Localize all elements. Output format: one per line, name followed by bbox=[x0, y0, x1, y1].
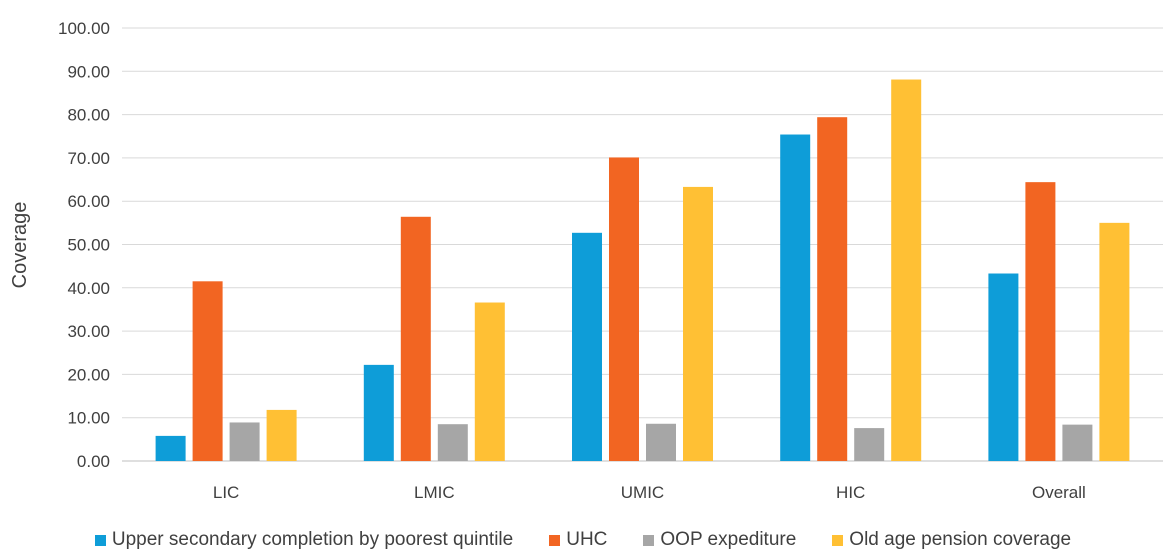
y-axis-ticks: 0.00 10.00 20.00 30.00 40.00 50.00 60.00 70.00 8… bbox=[58, 19, 110, 471]
x-tick-label: LIC bbox=[213, 483, 239, 502]
legend: Upper secondary completion by poorest qu… bbox=[0, 529, 1166, 551]
bar-overall-series-1 bbox=[1025, 182, 1056, 461]
y-tick-label: 100.00 bbox=[58, 19, 110, 38]
bar-overall-series-3 bbox=[1099, 222, 1130, 461]
x-tick-label: HIC bbox=[836, 483, 865, 502]
y-tick-label: 0.00 bbox=[77, 452, 110, 471]
legend-label: Upper secondary completion by poorest qu… bbox=[111, 529, 514, 550]
y-tick-label: 50.00 bbox=[67, 236, 110, 255]
y-tick-label: 20.00 bbox=[67, 365, 110, 384]
y-tick-label: 40.00 bbox=[67, 279, 110, 298]
legend-item: Upper secondary completion by poorest qu… bbox=[94, 529, 514, 551]
bar-umic-series-3 bbox=[683, 186, 713, 461]
legend-swatch bbox=[94, 534, 106, 546]
bar-lic-series-0 bbox=[155, 435, 186, 461]
x-axis-ticks: LIC LMIC UMIC HIC Overall bbox=[213, 483, 1086, 502]
legend-label: OOP expediture bbox=[660, 529, 797, 550]
bar-lic-series-1 bbox=[192, 281, 223, 461]
legend-item: UHC bbox=[549, 529, 607, 551]
bar-overall-series-0 bbox=[988, 273, 1019, 461]
x-tick-label: Overall bbox=[1032, 483, 1086, 502]
bars bbox=[155, 79, 1130, 462]
bar-hic-series-3 bbox=[891, 79, 922, 461]
y-tick-label: 70.00 bbox=[67, 149, 110, 168]
y-tick-label: 30.00 bbox=[67, 322, 110, 341]
bar-lic-series-3 bbox=[266, 409, 297, 461]
bar-hic-series-2 bbox=[854, 428, 885, 461]
bar-umic-series-2 bbox=[646, 423, 676, 461]
bar-umic-series-0 bbox=[572, 232, 602, 461]
legend-swatch bbox=[832, 534, 844, 546]
bar-hic-series-0 bbox=[780, 134, 811, 461]
x-tick-label: UMIC bbox=[621, 483, 664, 502]
y-tick-label: 60.00 bbox=[67, 192, 110, 211]
y-axis-label: Coverage bbox=[9, 202, 31, 289]
bar-lmic-series-3 bbox=[474, 302, 505, 461]
bar-lic-series-2 bbox=[229, 422, 260, 461]
legend-swatch bbox=[549, 534, 561, 546]
bar-overall-series-2 bbox=[1062, 424, 1093, 461]
bar-chart: 0.00 10.00 20.00 30.00 40.00 50.00 60.00 70.00 8… bbox=[9, 19, 1163, 502]
bar-lmic-series-1 bbox=[400, 216, 431, 461]
legend-swatch bbox=[643, 534, 655, 546]
y-tick-label: 10.00 bbox=[67, 409, 110, 428]
legend-label: Old age pension coverage bbox=[849, 529, 1072, 550]
bar-umic-series-1 bbox=[609, 157, 639, 462]
legend-label: UHC bbox=[566, 529, 608, 550]
legend-item: Old age pension coverage bbox=[832, 529, 1071, 551]
x-tick-label: LMIC bbox=[414, 483, 455, 502]
bar-lmic-series-0 bbox=[363, 364, 394, 461]
y-tick-label: 80.00 bbox=[67, 106, 110, 125]
bar-hic-series-1 bbox=[817, 117, 848, 461]
bar-lmic-series-2 bbox=[437, 424, 468, 461]
y-tick-label: 90.00 bbox=[67, 62, 110, 81]
legend-item: OOP expediture bbox=[643, 529, 796, 551]
